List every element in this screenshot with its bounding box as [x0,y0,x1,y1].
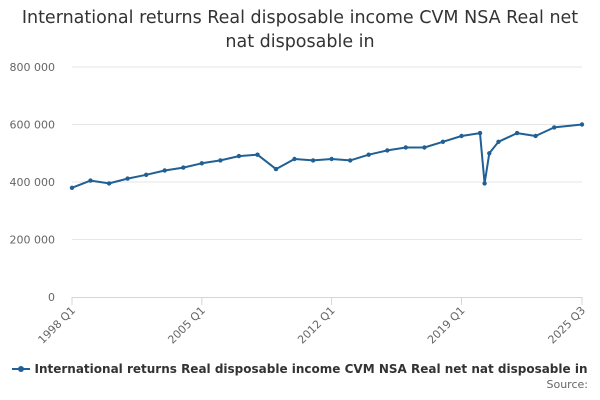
y-tick-label: 0 [48,291,55,304]
data-point[interactable] [162,168,167,173]
data-point[interactable] [366,152,371,157]
data-point[interactable] [329,156,334,162]
y-tick-label: 800 000 [10,61,56,74]
x-tick-label: 2019 Q1 [425,304,468,347]
y-tick-label: 200 000 [10,234,56,247]
data-point[interactable] [552,125,557,130]
data-point[interactable] [459,133,464,139]
x-tick-label: 1998 Q1 [36,304,79,347]
data-point[interactable] [533,133,538,139]
data-point[interactable] [403,145,408,150]
data-point[interactable] [236,153,242,159]
data-point[interactable] [514,130,520,136]
data-point[interactable] [292,156,297,162]
data-point[interactable] [106,181,112,186]
data-point[interactable] [348,158,353,163]
data-point[interactable] [88,178,93,183]
data-point[interactable] [422,145,427,150]
y-tick-label: 400 000 [10,176,56,189]
legend-line-icon [12,363,31,375]
x-tick-label: 2025 Q3 [546,304,589,347]
data-point[interactable] [199,161,204,166]
axes [71,297,583,305]
data-point[interactable] [310,158,316,163]
x-axis-labels: 1998 Q1 2005 Q1 2012 Q1 2019 Q1 2025 Q3 [36,304,589,347]
data-point[interactable] [487,151,492,156]
chart-title: International returns Real disposable in… [21,8,579,52]
data-point[interactable] [579,122,585,127]
data-point[interactable] [273,166,279,172]
x-tick-label: 2012 Q1 [295,304,338,347]
grid-lines [72,66,582,240]
data-point[interactable] [181,165,186,170]
series-group [69,122,585,190]
y-tick-label: 600 000 [10,119,56,132]
data-point[interactable] [482,181,487,186]
data-point[interactable] [125,176,130,181]
data-point[interactable] [440,139,446,144]
data-point[interactable] [144,172,149,177]
data-point[interactable] [385,148,390,153]
legend-label: International returns Real disposable in… [34,362,588,376]
source-label: Source: [546,378,589,391]
data-point[interactable] [477,130,483,136]
series-line[interactable] [71,123,583,189]
legend[interactable]: International returns Real disposable in… [0,359,600,379]
data-point[interactable] [218,158,223,163]
data-point[interactable] [69,185,75,190]
data-point[interactable] [496,139,501,144]
y-axis-labels: 0 200 000 400 000 600 000 800 000 [10,61,56,304]
x-tick-label: 2005 Q1 [165,304,208,347]
data-point[interactable] [255,152,260,157]
